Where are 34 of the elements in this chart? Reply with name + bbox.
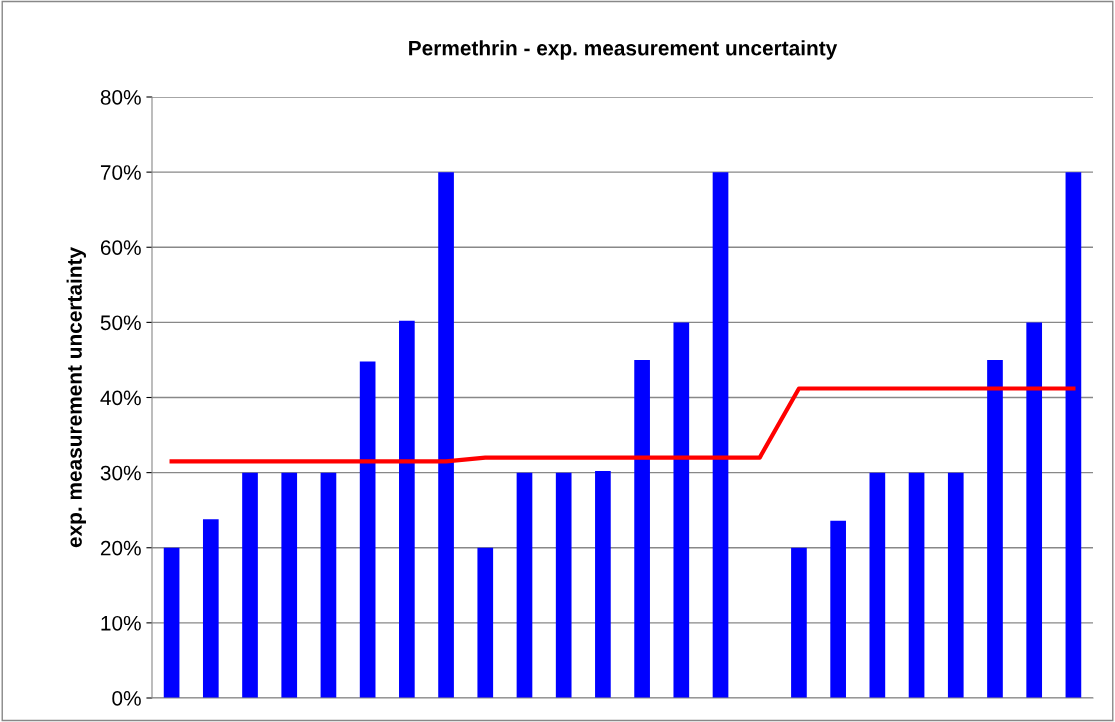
bar	[1026, 322, 1043, 698]
y-axis-title: exp. measurement uncertainty	[66, 247, 86, 548]
bar	[438, 172, 454, 698]
bar	[712, 172, 729, 698]
y-tick-label: 30%	[100, 465, 141, 481]
y-tick-label: 40%	[100, 390, 141, 406]
bar	[830, 520, 846, 698]
bar	[595, 471, 611, 698]
bar	[202, 519, 219, 698]
y-tick-label: 70%	[100, 165, 141, 180]
bar	[320, 472, 337, 698]
bar	[516, 472, 533, 698]
y-tick-label: 10%	[101, 615, 141, 631]
y-tick-label: 20%	[100, 540, 141, 556]
bar	[987, 359, 1003, 698]
bar	[163, 547, 180, 698]
y-tick-label: 60%	[100, 240, 141, 255]
bar	[869, 472, 886, 698]
y-tick-label: 0%	[112, 691, 141, 706]
bar	[673, 322, 690, 698]
bar	[791, 547, 807, 698]
bar	[947, 472, 964, 698]
y-tick-label: 80%	[100, 90, 141, 105]
bar	[477, 547, 494, 698]
bar	[359, 361, 376, 698]
y-tick-label: 50%	[100, 315, 141, 331]
bar	[634, 359, 650, 698]
chart-title: Permethrin - exp. measurement uncertainty	[409, 40, 838, 60]
bar	[242, 472, 258, 698]
bar	[908, 472, 925, 698]
bar	[555, 472, 572, 698]
bar	[399, 320, 415, 698]
bar	[281, 472, 298, 698]
bar	[1065, 172, 1082, 698]
